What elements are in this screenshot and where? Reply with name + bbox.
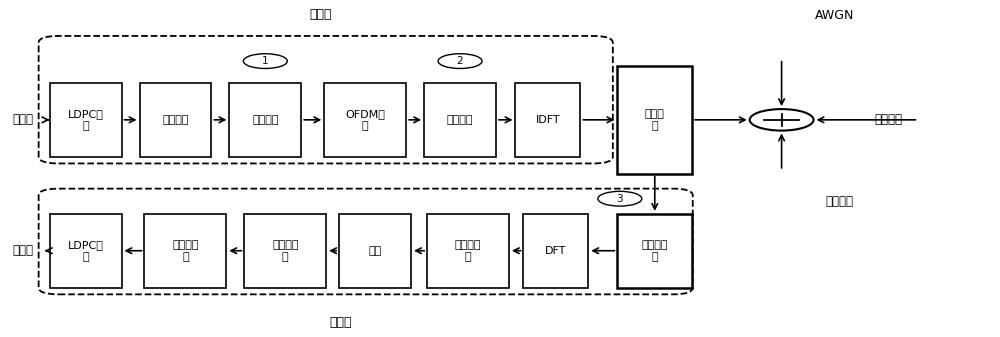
Circle shape [243,54,287,68]
Text: 频域交织: 频域交织 [447,115,473,125]
Text: 发送端: 发送端 [309,8,332,21]
Circle shape [598,191,642,206]
Text: 2: 2 [457,56,463,66]
Text: AWGN: AWGN [815,9,854,22]
Text: 比特流: 比特流 [13,244,34,257]
Bar [424,83,496,157]
Text: LDPC译
码: LDPC译 码 [68,240,104,262]
Bar [144,214,226,288]
Text: OFDM调
制: OFDM调 制 [345,109,385,131]
Text: 3: 3 [617,194,623,204]
Text: 多径信
道: 多径信 道 [645,109,665,131]
Text: IDFT: IDFT [536,115,560,125]
Text: 接收端: 接收端 [329,316,351,329]
Text: 时域交织: 时域交织 [252,115,279,125]
Bar [244,214,326,288]
Text: DFT: DFT [545,246,567,256]
Bar [324,83,406,157]
Text: 星座映射: 星座映射 [162,115,189,125]
Text: 星座解映
射: 星座解映 射 [172,240,199,262]
Bar [523,214,588,288]
Circle shape [750,109,814,130]
Bar [617,214,692,288]
Bar [140,83,211,157]
Bar [229,83,301,157]
Text: 频域解交
织: 频域解交 织 [455,240,481,262]
Bar [427,214,509,288]
Text: 噪声预处
理: 噪声预处 理 [642,240,668,262]
Bar [339,214,411,288]
Text: LDPC编
码: LDPC编 码 [68,109,104,131]
Bar [515,83,580,157]
Text: 窄带干扰: 窄带干扰 [874,113,902,126]
Text: 比特流: 比特流 [13,113,34,126]
Bar [50,83,122,157]
Text: 冲激噪声: 冲激噪声 [826,195,854,208]
Bar [617,66,692,174]
Text: 1: 1 [262,56,269,66]
Circle shape [438,54,482,68]
Bar [50,214,122,288]
Text: 时域解交
织: 时域解交 织 [272,240,299,262]
Text: 解调: 解调 [369,246,382,256]
